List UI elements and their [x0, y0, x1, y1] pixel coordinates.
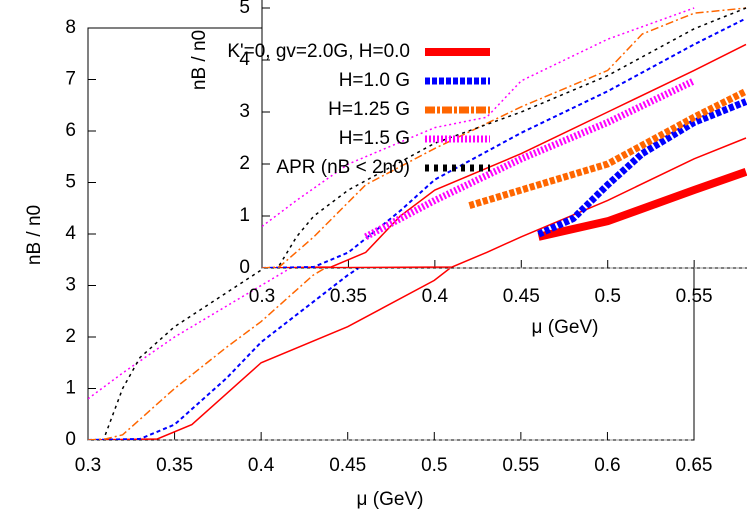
y-tick-label: 8: [65, 17, 76, 38]
x-tick-label: 0.4: [248, 455, 275, 476]
y-tick-label: 6: [65, 120, 76, 141]
y-tick-label: 7: [65, 69, 76, 90]
legend-label: H=1.5 G: [339, 128, 410, 149]
x-axis-label: μ (GeV): [532, 317, 599, 338]
y-tick-label: 4: [239, 49, 250, 70]
x-tick-label: 0.4: [422, 286, 449, 307]
series-group: [262, 7, 747, 268]
y-axis-label: nB / n0: [24, 205, 45, 265]
series-line: [537, 98, 747, 238]
x-tick-label: 0.35: [330, 286, 367, 307]
y-tick-label: 5: [65, 172, 76, 193]
series-line: [262, 7, 695, 227]
y-tick-label: 4: [65, 223, 76, 244]
x-tick-label: 0.6: [594, 455, 620, 476]
x-axis-label: μ (GeV): [357, 489, 424, 510]
y-tick-label: 3: [239, 101, 250, 122]
x-tick-label: 0.55: [676, 286, 713, 307]
y-tick-label: 0: [65, 429, 76, 450]
x-tick-label: 0.65: [676, 455, 713, 476]
series-line: [262, 43, 747, 268]
series-line: [537, 168, 747, 241]
legend-label: K'=0, gv=2.0G, H=0.0: [227, 41, 410, 62]
y-tick-label: 2: [239, 153, 250, 174]
y-tick-label: 3: [65, 275, 76, 296]
series-line: [278, 7, 747, 266]
legend-label: APR (nB < 2n0): [276, 157, 410, 178]
y-tick-label: 5: [239, 0, 250, 18]
legend-label: H=1.25 G: [328, 99, 410, 120]
x-tick-label: 0.35: [156, 455, 193, 476]
series-line: [364, 77, 696, 240]
y-tick-label: 1: [65, 378, 76, 399]
x-tick-label: 0.45: [329, 455, 366, 476]
y-tick-label: 1: [239, 205, 250, 226]
y-axis-label: nB / n0: [189, 30, 210, 90]
series-line: [262, 137, 747, 268]
x-tick-label: 0.3: [75, 455, 101, 476]
series-line: [468, 88, 747, 209]
x-tick-label: 0.55: [502, 455, 539, 476]
legend-label: H=1.0 G: [339, 70, 410, 91]
x-tick-label: 0.3: [249, 286, 275, 307]
x-tick-label: 0.45: [503, 286, 540, 307]
series-line: [262, 17, 747, 268]
x-tick-label: 0.5: [421, 455, 447, 476]
y-tick-label: 2: [65, 326, 76, 347]
x-tick-label: 0.5: [595, 286, 621, 307]
y-tick-label: 0: [239, 257, 250, 278]
